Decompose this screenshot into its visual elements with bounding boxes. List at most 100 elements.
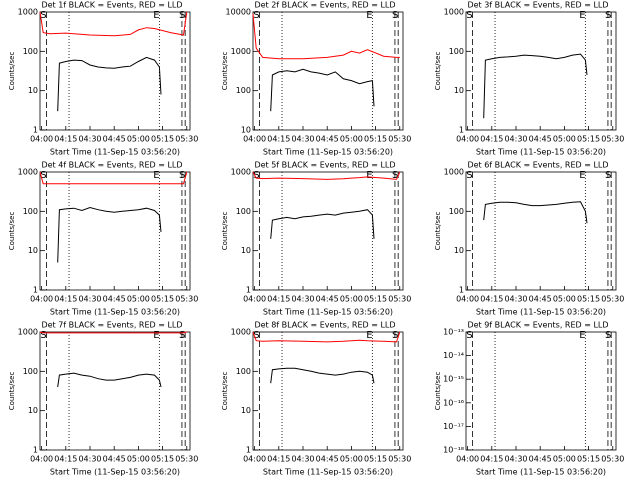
y-tick-label: 100 (236, 367, 251, 376)
x-tick-label: 05:30 (601, 135, 624, 144)
x-tick-label: 05:30 (388, 135, 411, 144)
panel: Det 6f BLACK = Events, RED = LLD Start Ti… (434, 161, 624, 317)
plot-frame (252, 171, 404, 291)
x-tick-label: 04:15 (480, 135, 503, 144)
marker-label: S (466, 330, 472, 341)
data-line (252, 13, 400, 60)
x-tick-label: 05:00 (340, 135, 363, 144)
y-tick-label: 1000 (231, 47, 251, 56)
x-tick-label: 04:45 (316, 455, 339, 464)
x-tick-label: 04:45 (529, 295, 552, 304)
chart-title: Det 8f BLACK = Events, RED = LLD (254, 321, 395, 330)
x-tick-label: 04:00 (30, 135, 53, 144)
plot-frame (465, 11, 617, 131)
x-tick-label: 05:00 (127, 295, 150, 304)
y-tick-label: 10 (241, 126, 251, 135)
marker-label: S (605, 330, 611, 341)
y-tick-label: 100 (23, 367, 38, 376)
x-axis-label: Start Time (11-Sep-15 03:56:20) (476, 148, 606, 157)
y-tick-label: 10 (454, 86, 464, 95)
panel: Det 9f BLACK = Events, RED = LLD Start Ti… (434, 321, 624, 477)
x-tick-label: 04:00 (30, 295, 53, 304)
x-tick-label: 05:30 (601, 295, 624, 304)
y-tick-label: 10 (241, 406, 251, 415)
data-line (270, 367, 375, 384)
data-line (483, 53, 588, 119)
marker-label: S (253, 10, 259, 21)
chart-title: Det 3f BLACK = Events, RED = LLD (467, 1, 608, 10)
x-tick-label: 05:15 (577, 295, 600, 304)
x-tick-label: 04:00 (456, 295, 479, 304)
marker-label: S (605, 170, 611, 181)
x-tick-label: 04:30 (291, 455, 314, 464)
marker-label: S (466, 170, 472, 181)
y-tick-label: 1000 (231, 328, 251, 337)
x-tick-label: 04:45 (316, 135, 339, 144)
y-axis-label: Counts/sec (434, 52, 442, 91)
marker-label: S (179, 330, 185, 341)
marker-label: E (153, 330, 159, 341)
marker-label: S (40, 170, 46, 181)
x-tick-label: 05:15 (151, 295, 174, 304)
x-tick-label: 04:45 (529, 135, 552, 144)
x-tick-label: 05:15 (577, 455, 600, 464)
x-tick-label: 04:15 (480, 455, 503, 464)
x-axis-label: Start Time (11-Sep-15 03:56:20) (476, 308, 606, 317)
y-tick-label: 1000 (18, 8, 38, 17)
data-line (270, 209, 375, 239)
y-tick-label: 1 (246, 286, 251, 295)
x-tick-label: 04:30 (78, 135, 101, 144)
x-tick-label: 04:45 (529, 455, 552, 464)
x-tick-label: 05:30 (175, 455, 198, 464)
y-tick-label: 100 (23, 47, 38, 56)
marker-label: E (153, 10, 159, 21)
y-tick-label: 1000 (444, 8, 464, 17)
y-tick-label: 1 (33, 126, 38, 135)
y-tick-label: 10⁻¹⁶ (443, 398, 464, 407)
plot-frame (39, 171, 191, 291)
x-tick-label: 04:15 (54, 455, 77, 464)
plot-frame (465, 331, 617, 451)
x-tick-label: 04:30 (291, 295, 314, 304)
x-tick-label: 04:00 (30, 455, 53, 464)
chart-title: Det 4f BLACK = Events, RED = LLD (41, 161, 182, 170)
x-tick-label: 04:15 (267, 455, 290, 464)
chart-title: Det 9f BLACK = Events, RED = LLD (467, 321, 608, 330)
y-tick-label: 100 (449, 207, 464, 216)
x-tick-label: 04:00 (243, 135, 266, 144)
y-tick-label: 100 (449, 47, 464, 56)
marker-label: S (40, 330, 46, 341)
y-tick-label: 1 (459, 286, 464, 295)
x-axis-label: Start Time (11-Sep-15 03:56:20) (263, 308, 393, 317)
marker-label: S (179, 170, 185, 181)
y-tick-label: 1 (459, 126, 464, 135)
x-tick-label: 05:15 (151, 455, 174, 464)
marker-label: S (392, 330, 398, 341)
y-tick-label: 10⁻¹⁷ (443, 422, 464, 431)
x-tick-label: 05:00 (127, 135, 150, 144)
x-tick-label: 04:00 (456, 455, 479, 464)
x-tick-label: 05:15 (364, 295, 387, 304)
plot-frame (465, 171, 617, 291)
x-tick-label: 04:30 (78, 455, 101, 464)
x-tick-label: 04:15 (54, 295, 77, 304)
marker-label: S (466, 10, 472, 21)
x-tick-label: 04:30 (504, 455, 527, 464)
y-tick-label: 1000 (231, 168, 251, 177)
y-tick-label: 1 (33, 446, 38, 455)
x-tick-label: 04:30 (78, 295, 101, 304)
data-line (483, 201, 588, 224)
marker-label: S (179, 10, 185, 21)
data-line (57, 372, 162, 388)
y-tick-label: 100 (236, 86, 251, 95)
chart-title: Det 5f BLACK = Events, RED = LLD (254, 161, 395, 170)
x-tick-label: 04:15 (480, 295, 503, 304)
y-tick-label: 10 (454, 246, 464, 255)
marker-label: S (392, 10, 398, 21)
x-tick-label: 04:45 (316, 295, 339, 304)
y-axis-label: Counts/sec (8, 212, 16, 251)
x-tick-label: 05:30 (601, 455, 624, 464)
x-tick-label: 04:30 (504, 295, 527, 304)
y-tick-label: 10⁻¹⁵ (443, 375, 464, 384)
